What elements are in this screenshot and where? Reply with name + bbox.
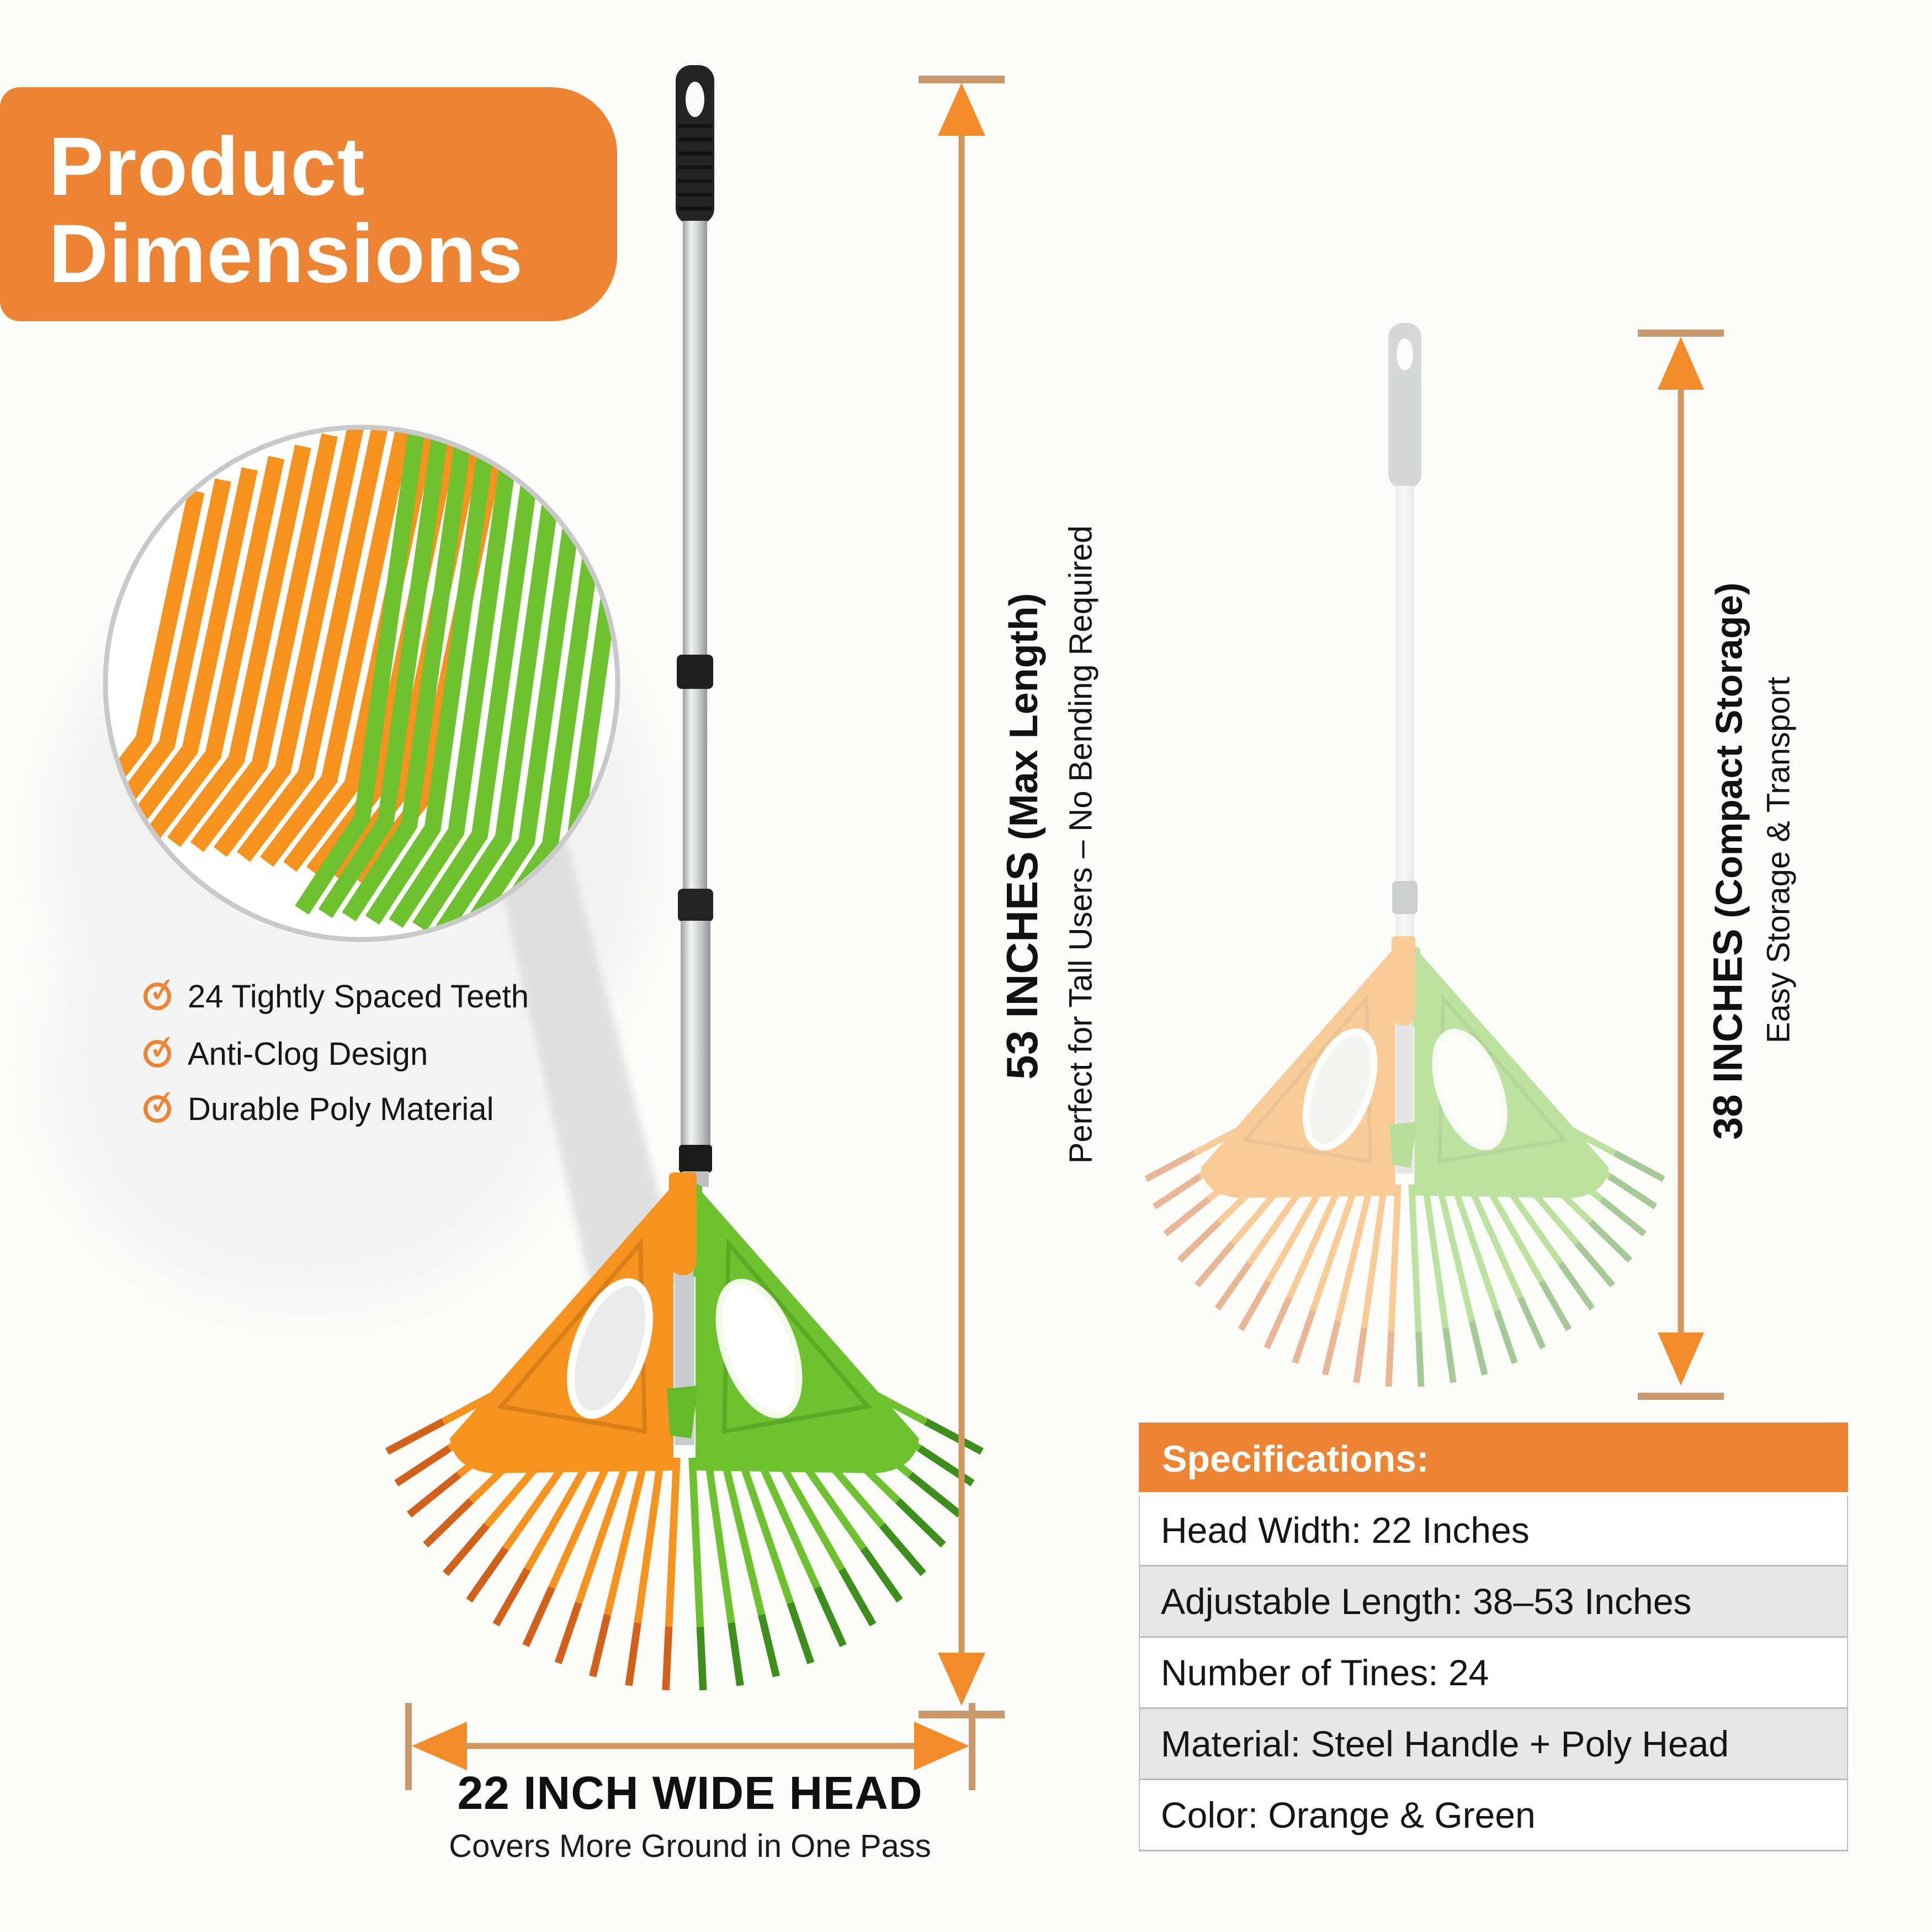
main-rake-tip-band — [679, 1145, 712, 1172]
head-width-title: 22 INCH WIDE HEAD — [457, 1767, 923, 1819]
feature-label: Durable Poly Material — [188, 1091, 494, 1127]
specifications-header: Specifications: — [1139, 1423, 1848, 1495]
title-line-2: Dimensions — [49, 207, 524, 300]
main-rake-pole-lower — [681, 921, 710, 1147]
main-rake-lock-collar-1 — [677, 655, 713, 689]
compact-rake-hang-hole — [1397, 338, 1413, 370]
feature-item: ✓ Anti-Clog Design — [142, 1027, 428, 1074]
spec-row-number-of-tines: Number of Tines: 24 — [1140, 1638, 1847, 1709]
magnifier-beam — [497, 817, 682, 1325]
dimension-38-arrow — [1638, 330, 1724, 1400]
magnified-green-tines — [295, 429, 615, 937]
feature-item: ✓ Durable Poly Material — [142, 1082, 494, 1129]
title-badge: Product Dimensions — [0, 87, 617, 321]
compact-storage-label: 38 INCHES (Compact Storage) — [1705, 582, 1751, 1140]
main-rake-lock-collar-2 — [678, 889, 713, 922]
title-line-1: Product — [49, 120, 365, 213]
main-rake-grip — [676, 65, 714, 224]
compact-rake-grip — [1388, 323, 1421, 489]
specifications-table: Specifications: Head Width: 22 Inches Ad… — [1139, 1423, 1848, 1851]
head-width-subtitle: Covers More Ground in One Pass — [449, 1828, 931, 1864]
dimension-22-arrow — [405, 1703, 975, 1790]
main-rake — [387, 65, 982, 1690]
compact-rake — [1146, 323, 1663, 1387]
compact-rake-pole — [1395, 486, 1414, 949]
main-rake-hang-hole — [686, 82, 704, 117]
max-length-sublabel: Perfect for Tall Users – No Bending Requ… — [1063, 525, 1099, 1164]
check-icon: ✓ — [142, 1027, 178, 1069]
check-icon: ✓ — [142, 970, 178, 1012]
specifications-body: Head Width: 22 Inches Adjustable Length:… — [1139, 1495, 1848, 1851]
feature-item: ✓ 24 Tightly Spaced Teeth — [142, 970, 529, 1017]
head-width-label-block: 22 INCH WIDE HEAD Covers More Ground in … — [342, 1766, 1038, 1865]
dimension-53-arrow — [919, 76, 1005, 1718]
compact-storage-sublabel: Easy Storage & Transport — [1760, 676, 1797, 1044]
magnifier-ring — [103, 424, 620, 942]
main-rake-pole-mid — [683, 689, 707, 891]
spec-row-adjustable-length: Adjustable Length: 38–53 Inches — [1140, 1567, 1847, 1638]
feature-label: 24 Tightly Spaced Teeth — [188, 978, 529, 1015]
compact-rake-collar — [1392, 881, 1418, 914]
spec-row-material: Material: Steel Handle + Poly Head — [1140, 1709, 1847, 1780]
magnifier-circle — [103, 424, 620, 942]
check-icon: ✓ — [142, 1082, 178, 1124]
max-length-label: 53 INCHES (Max Length) — [997, 593, 1047, 1080]
spec-row-head-width: Head Width: 22 Inches — [1140, 1495, 1847, 1567]
grip-ribs — [678, 124, 712, 211]
feature-label: Anti-Clog Design — [188, 1036, 428, 1072]
spec-row-color: Color: Orange & Green — [1140, 1780, 1847, 1851]
main-rake-pole-upper — [683, 221, 707, 662]
